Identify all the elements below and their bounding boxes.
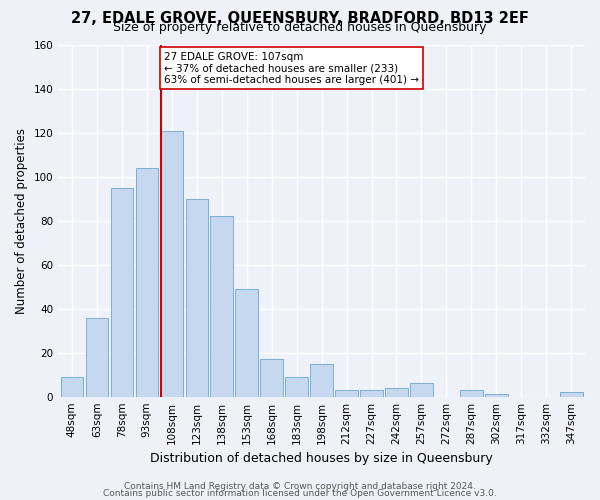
- Bar: [86, 318, 108, 396]
- Text: 27, EDALE GROVE, QUEENSBURY, BRADFORD, BD13 2EF: 27, EDALE GROVE, QUEENSBURY, BRADFORD, B…: [71, 11, 529, 26]
- Bar: [161, 130, 183, 396]
- Text: Contains HM Land Registry data © Crown copyright and database right 2024.: Contains HM Land Registry data © Crown c…: [124, 482, 476, 491]
- Bar: [410, 384, 433, 396]
- Bar: [136, 168, 158, 396]
- Bar: [560, 392, 583, 396]
- Bar: [335, 390, 358, 396]
- Bar: [286, 377, 308, 396]
- Y-axis label: Number of detached properties: Number of detached properties: [15, 128, 28, 314]
- Bar: [211, 216, 233, 396]
- X-axis label: Distribution of detached houses by size in Queensbury: Distribution of detached houses by size …: [150, 452, 493, 465]
- Bar: [185, 199, 208, 396]
- Bar: [260, 360, 283, 397]
- Bar: [360, 390, 383, 396]
- Bar: [485, 394, 508, 396]
- Bar: [110, 188, 133, 396]
- Bar: [61, 377, 83, 396]
- Bar: [385, 388, 408, 396]
- Text: 27 EDALE GROVE: 107sqm
← 37% of detached houses are smaller (233)
63% of semi-de: 27 EDALE GROVE: 107sqm ← 37% of detached…: [164, 52, 419, 85]
- Text: Contains public sector information licensed under the Open Government Licence v3: Contains public sector information licen…: [103, 488, 497, 498]
- Bar: [460, 390, 482, 396]
- Text: Size of property relative to detached houses in Queensbury: Size of property relative to detached ho…: [113, 22, 487, 35]
- Bar: [235, 289, 258, 397]
- Bar: [310, 364, 333, 396]
